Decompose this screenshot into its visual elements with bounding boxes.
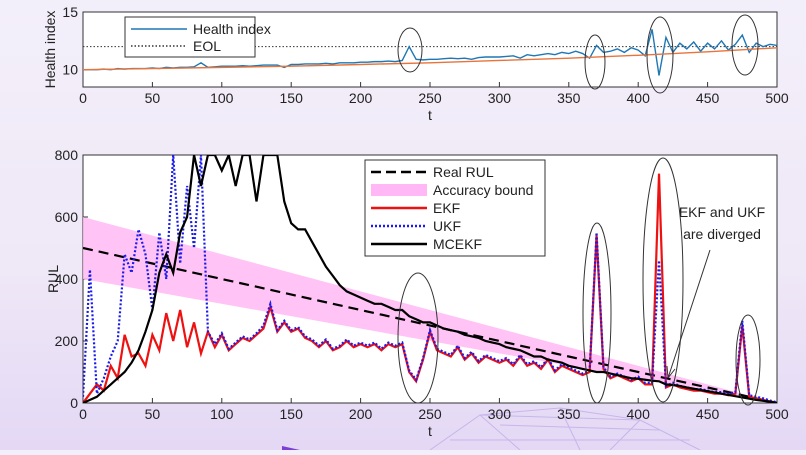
annotation: are diverged (683, 226, 761, 242)
x-tick-label: 250 (418, 406, 442, 422)
y-tick-label: 400 (55, 271, 79, 287)
y-tick-label: 10 (62, 62, 78, 78)
legend-label: Accuracy bound (433, 182, 533, 198)
legend-label: UKF (433, 218, 461, 234)
series-line (83, 47, 777, 71)
y-axis-label: RUL (45, 265, 61, 293)
annotation: EKF and UKF (679, 204, 765, 220)
y-tick-label: 0 (70, 395, 78, 411)
x-tick-label: 400 (627, 406, 651, 422)
legend-label: EKF (433, 200, 460, 216)
x-tick-label: 150 (280, 406, 304, 422)
legend-label: Health index (193, 21, 271, 37)
y-tick-label: 200 (55, 333, 79, 349)
x-tick-label: 50 (145, 90, 161, 106)
x-axis-label: t (428, 423, 432, 439)
legend-label: MCEKF (433, 236, 482, 252)
x-tick-label: 300 (488, 406, 512, 422)
y-tick-label: 15 (62, 4, 78, 20)
decoration (429, 407, 701, 451)
x-tick-label: 450 (696, 90, 720, 106)
y-tick-label: 600 (55, 209, 79, 225)
x-tick-label: 200 (349, 90, 373, 106)
highlight-ellipses (397, 14, 761, 406)
x-tick-label: 500 (765, 406, 789, 422)
layers: 0 50 100 150 200 250 300 350 400 450 5001015tHealt… (42, 4, 789, 439)
x-tick-label: 400 (627, 90, 651, 106)
legend-swatch (371, 184, 427, 196)
x-tick-label: 500 (765, 90, 789, 106)
legend-label: EOL (193, 38, 221, 54)
x-tick-label: 0 (79, 406, 87, 422)
y-tick-label: 800 (55, 147, 79, 163)
series-line (83, 246, 777, 403)
x-tick-label: 150 (280, 90, 304, 106)
x-tick-label: 50 (145, 406, 161, 422)
x-tick-label: 250 (418, 90, 442, 106)
series-line (83, 29, 777, 76)
legend-box (124, 16, 256, 58)
x-tick-label: 0 (79, 90, 87, 106)
series-line (83, 155, 777, 403)
decoration-arrow (282, 446, 300, 450)
x-tick-label: 300 (488, 90, 512, 106)
x-tick-label: 100 (210, 90, 234, 106)
x-tick-label: 450 (696, 406, 720, 422)
series-group (83, 155, 777, 403)
x-axis-label: t (428, 107, 432, 123)
y-axis-label: Health index (42, 11, 58, 89)
x-tick-label: 100 (210, 406, 234, 422)
legend-label: Real RUL (433, 164, 494, 180)
x-tick-label: 200 (349, 406, 373, 422)
series-line (83, 155, 777, 403)
x-tick-label: 350 (557, 90, 581, 106)
x-tick-label: 350 (557, 406, 581, 422)
